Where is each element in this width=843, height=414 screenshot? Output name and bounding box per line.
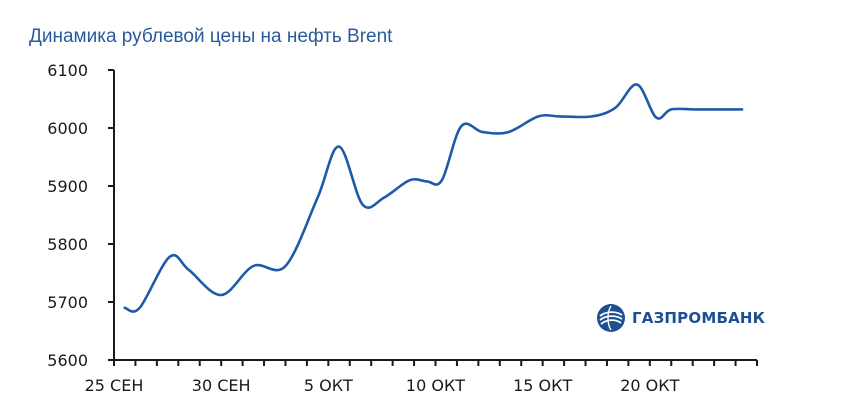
x-tick-label: 10 ОКТ bbox=[406, 376, 465, 395]
x-tick-label: 30 СЕН bbox=[192, 376, 251, 395]
y-tick-label: 5600 bbox=[47, 351, 88, 370]
chart-title: Динамика рублевой цены на нефть Brent bbox=[29, 26, 393, 47]
logo-text: ГАЗПРОМБАНК bbox=[632, 309, 766, 327]
y-tick-label: 6100 bbox=[47, 61, 88, 80]
y-tick-label: 5700 bbox=[47, 293, 88, 312]
x-tick-label: 5 ОКТ bbox=[304, 376, 353, 395]
gazprombank-logo: ГАЗПРОМБАНК bbox=[596, 303, 765, 333]
x-tick-label: 20 ОКТ bbox=[620, 376, 679, 395]
gazprombank-logo-icon bbox=[597, 304, 625, 332]
x-axis: 25 СЕН 30 СЕН 5 ОКТ 10 ОКТ 15 ОКТ 20 ОКТ bbox=[85, 359, 758, 395]
y-tick-label: 6000 bbox=[47, 119, 88, 138]
x-tick-label: 25 СЕН bbox=[85, 376, 144, 395]
series-line bbox=[123, 83, 744, 313]
y-axis: 5600 5700 5800 5900 6000 6100 bbox=[47, 61, 115, 370]
y-tick-label: 5800 bbox=[47, 235, 88, 254]
series-layer bbox=[123, 83, 744, 313]
y-tick-label: 5900 bbox=[47, 177, 88, 196]
x-tick-label: 15 ОКТ bbox=[513, 376, 572, 395]
